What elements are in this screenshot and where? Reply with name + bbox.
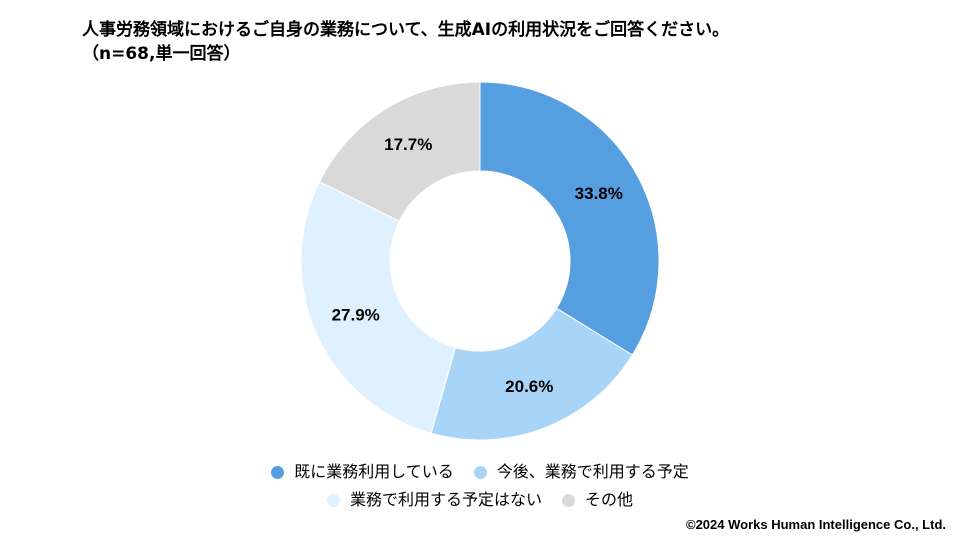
legend-label: 今後、業務で利用する予定 bbox=[496, 462, 689, 481]
slice-value-label: 27.9% bbox=[332, 306, 380, 325]
donut-slices bbox=[300, 81, 660, 441]
legend-item-planning-to-use: 今後、業務で利用する予定 bbox=[473, 458, 689, 486]
legend-label: その他 bbox=[585, 490, 634, 509]
title-line-2: （n=68,単一回答） bbox=[82, 44, 241, 64]
legend-swatch bbox=[271, 465, 285, 479]
slice-already-using bbox=[479, 81, 660, 356]
legend-item-no-plan: 業務で利用する予定はない bbox=[326, 486, 542, 514]
legend-row-2: 業務で利用する予定はない その他 bbox=[180, 486, 780, 514]
slice-value-label: 20.6% bbox=[505, 377, 553, 396]
donut-slice-labels: 33.8% 20.6% 27.9% 17.7% bbox=[332, 135, 623, 396]
copyright-notice: ©2024 Works Human Intelligence Co., Ltd. bbox=[685, 517, 946, 532]
slice-no-plan bbox=[300, 181, 457, 434]
legend-swatch bbox=[326, 493, 340, 507]
legend-label: 業務で利用する予定はない bbox=[349, 490, 542, 509]
legend-row-1: 既に業務利用している 今後、業務で利用する予定 bbox=[180, 458, 780, 486]
chart-legend: 既に業務利用している 今後、業務で利用する予定 業務で利用する予定はない その他 bbox=[180, 458, 780, 514]
chart-title: 人事労務領域におけるご自身の業務について、生成AIの利用状況をご回答ください。 … bbox=[82, 18, 942, 66]
legend-item-other: その他 bbox=[562, 486, 633, 514]
legend-swatch bbox=[473, 465, 487, 479]
slice-value-label: 17.7% bbox=[384, 135, 432, 154]
legend-swatch bbox=[562, 493, 575, 507]
legend-label: 既に業務利用している bbox=[294, 462, 454, 481]
slice-other bbox=[318, 81, 481, 222]
slice-value-label: 33.8% bbox=[575, 184, 623, 203]
legend-item-already-using: 既に業務利用している bbox=[271, 458, 454, 486]
slice-planning-to-use bbox=[430, 307, 634, 441]
title-line-1: 人事労務領域におけるご自身の業務について、生成AIの利用状況をご回答ください。 bbox=[82, 20, 730, 40]
